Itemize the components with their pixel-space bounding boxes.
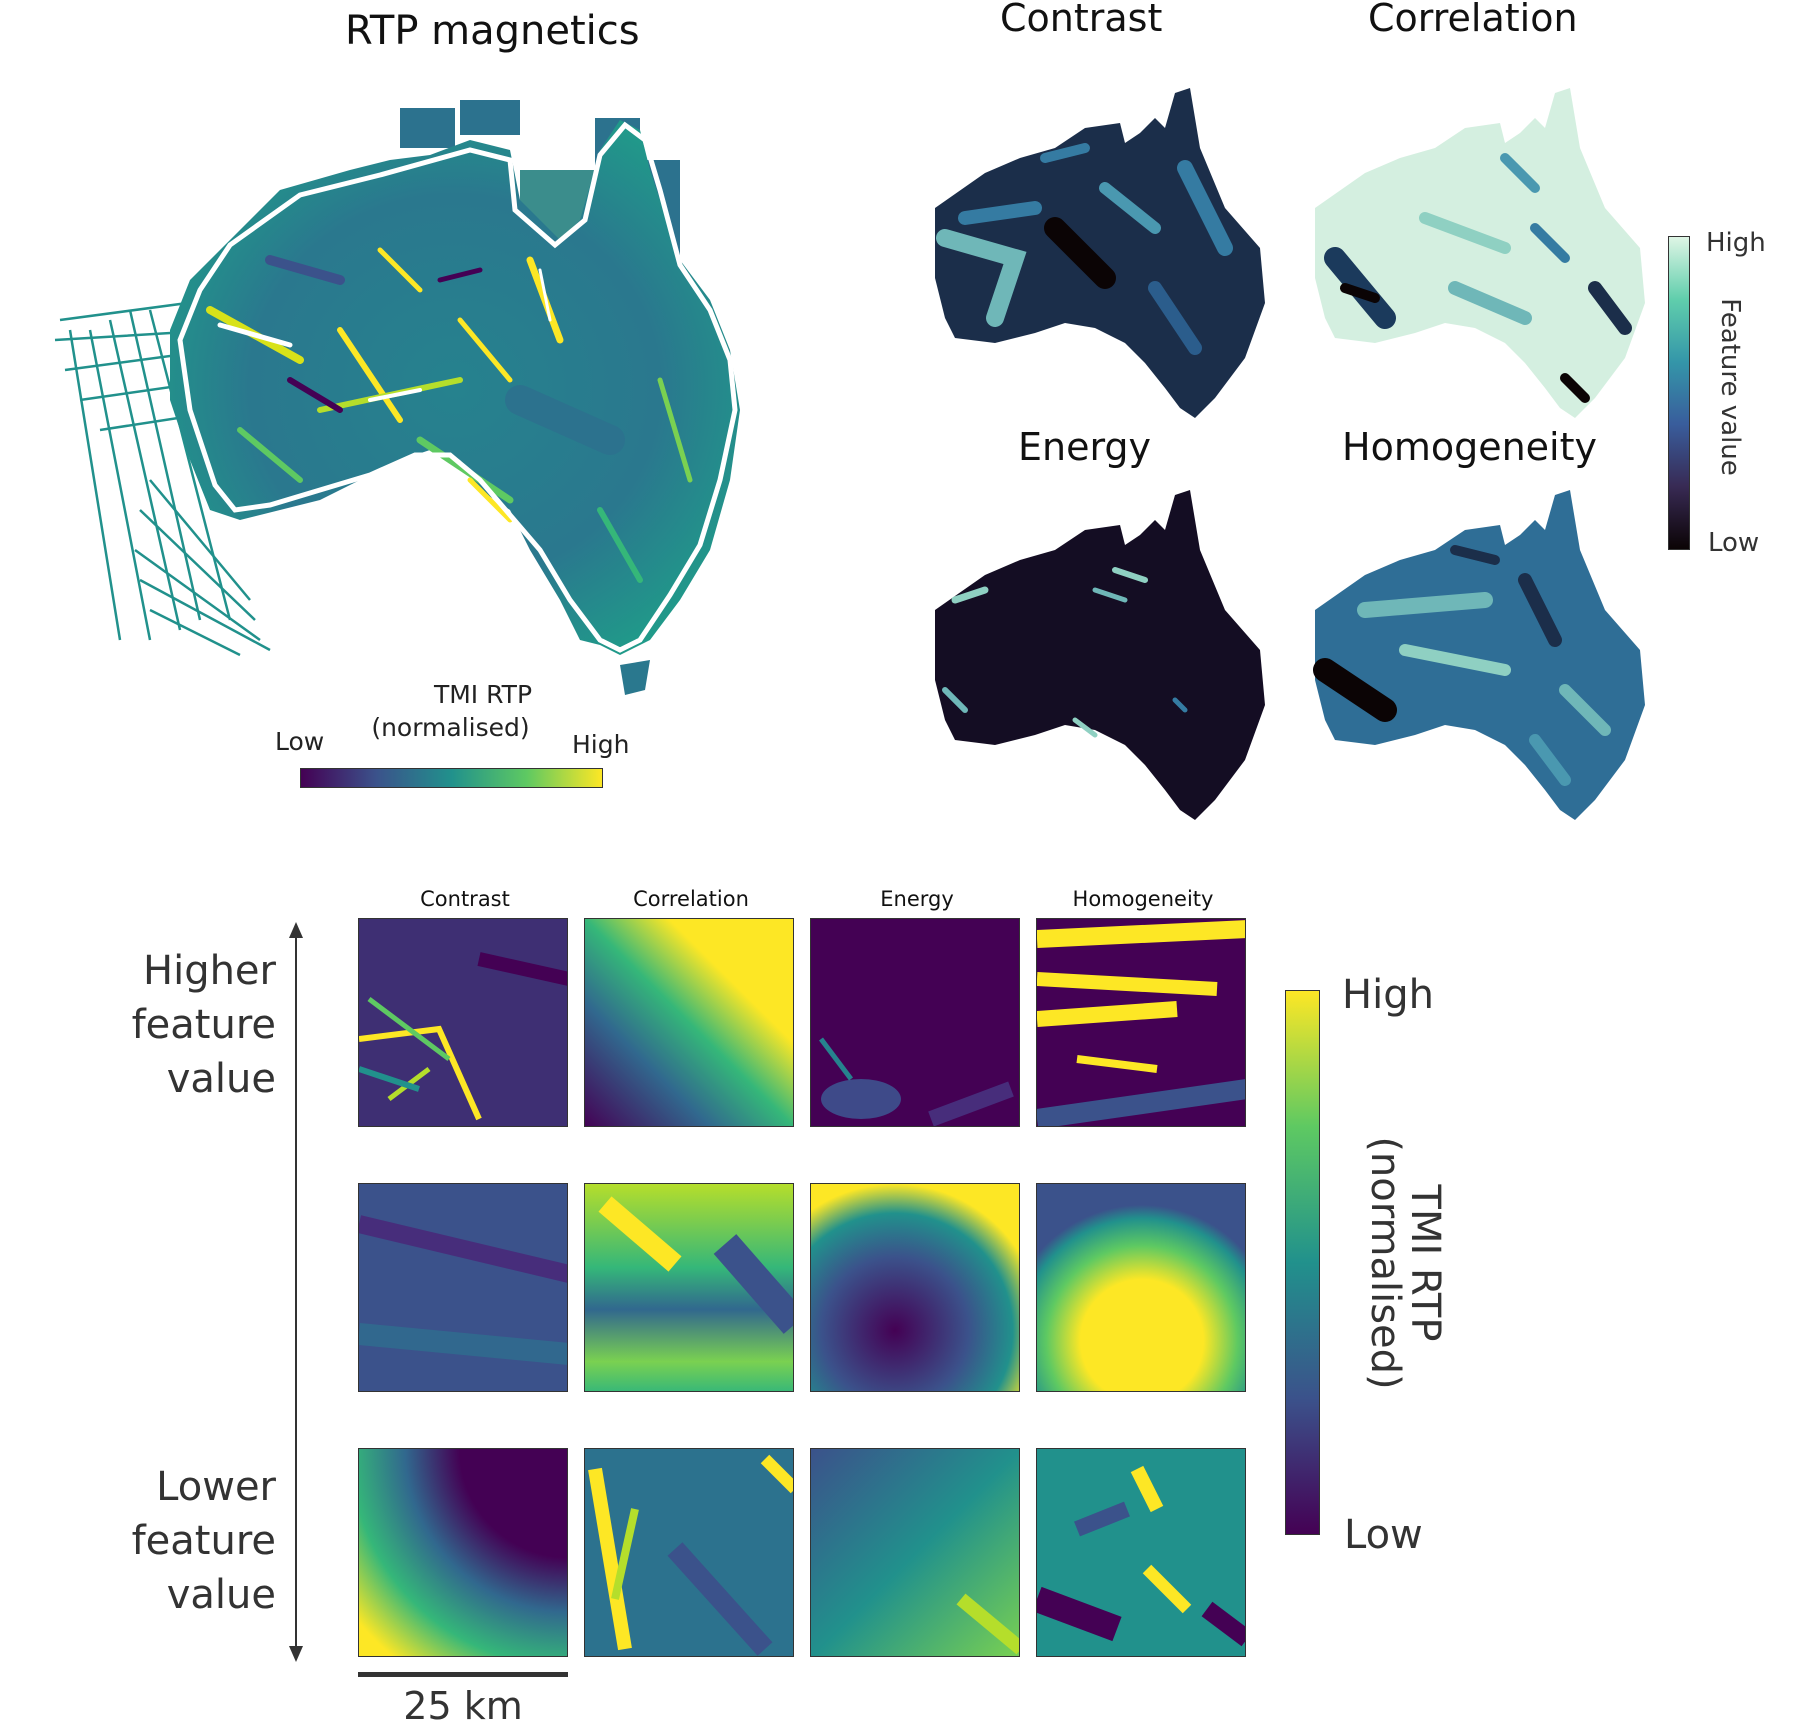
example-colorbar-low: Low	[1344, 1512, 1423, 1558]
feature-title-correlation: Correlation	[1368, 0, 1578, 40]
main-map	[54, 100, 740, 695]
col-title-correlation: Correlation	[633, 887, 749, 911]
feature-colorbar-low: Low	[1708, 528, 1760, 558]
tile-homogeneity-mid	[1036, 1183, 1246, 1392]
main-colorbar-high: High	[572, 730, 630, 759]
anomaly-texture	[206, 247, 693, 583]
tile-contrast-low	[358, 1448, 568, 1657]
feature-map-homogeneity	[1313, 490, 1645, 820]
main-colorbar-title-1: TMI RTP	[433, 680, 533, 709]
feature-map-correlation	[1305, 88, 1645, 418]
main-colorbar	[300, 768, 603, 788]
scalebar-label: 25 km	[403, 1684, 523, 1728]
feature-map-contrast	[925, 88, 1265, 418]
example-colorbar-label-2: (normalised)	[1362, 1136, 1408, 1390]
feature-map-energy	[925, 490, 1265, 820]
tile-homogeneity-low	[1036, 1448, 1246, 1657]
tile-correlation-low	[584, 1448, 794, 1657]
example-colorbar	[1285, 990, 1320, 1535]
flight-lines	[54, 298, 271, 657]
tile-contrast-high	[358, 918, 568, 1127]
main-colorbar-low: Low	[275, 727, 325, 756]
tile-correlation-high	[584, 918, 794, 1127]
main-colorbar-title-2: (normalised)	[371, 713, 530, 742]
feature-title-energy: Energy	[1018, 425, 1152, 469]
col-title-energy: Energy	[880, 887, 954, 911]
tile-energy-low	[810, 1448, 1020, 1657]
tasmania	[620, 660, 650, 695]
scalebar-line	[358, 1672, 568, 1677]
feature-title-contrast: Contrast	[1000, 0, 1163, 40]
axis-bottom-label: Lower feature value	[131, 1464, 276, 1618]
tile-energy-mid	[810, 1183, 1020, 1392]
feature-colorbar	[1668, 236, 1690, 550]
tile-homogeneity-high	[1036, 918, 1246, 1127]
axis-top-label: Higher feature value	[131, 948, 276, 1102]
continent-shape	[170, 120, 740, 655]
boundary-outline	[177, 121, 738, 653]
feature-value-arrow	[289, 922, 303, 1662]
example-colorbar-label-1: TMI RTP	[1402, 1184, 1448, 1342]
tile-contrast-mid	[358, 1183, 568, 1392]
feature-title-homogeneity: Homogeneity	[1342, 425, 1597, 469]
main-map-title: RTP magnetics	[345, 8, 640, 54]
example-colorbar-high: High	[1342, 972, 1434, 1018]
col-title-homogeneity: Homogeneity	[1072, 887, 1214, 911]
feature-colorbar-high: High	[1706, 228, 1766, 258]
feature-colorbar-label: Feature value	[1715, 298, 1745, 476]
col-title-contrast: Contrast	[420, 887, 510, 911]
tile-correlation-mid	[584, 1183, 794, 1392]
tile-energy-high	[810, 918, 1020, 1127]
